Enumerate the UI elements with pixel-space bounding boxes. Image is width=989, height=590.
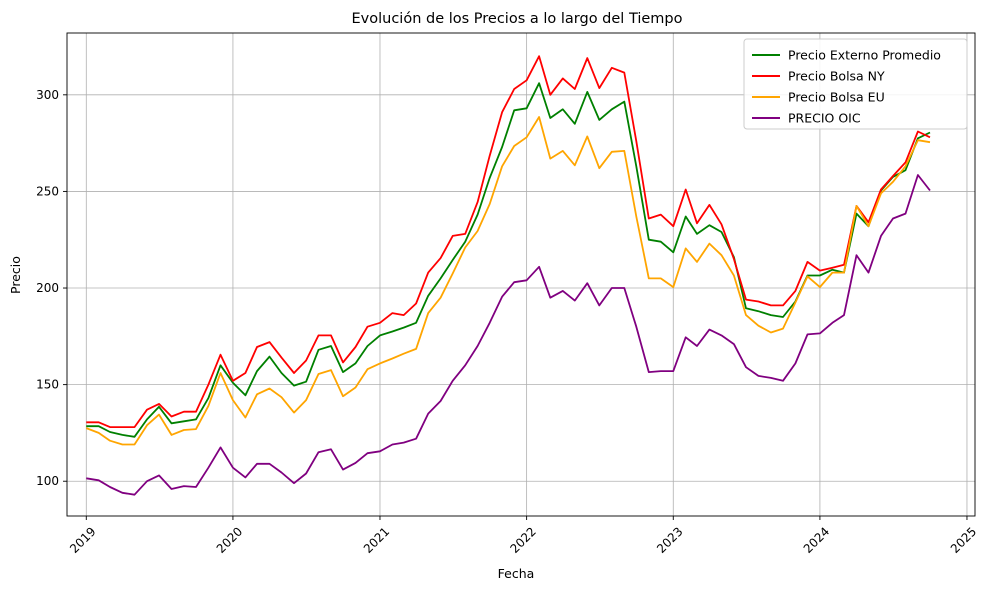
legend-label: PRECIO OIC <box>788 111 861 126</box>
x-axis-label: Fecha <box>498 566 535 581</box>
legend: Precio Externo Promedio Precio Bolsa NY Pr… <box>743 38 968 130</box>
y-tick-label: 250 <box>36 184 59 198</box>
x-tick-label: 2022 <box>507 524 538 555</box>
legend-label: Precio Bolsa NY <box>788 69 885 84</box>
chart-title: Evolución de los Precios a lo largo del … <box>351 11 682 27</box>
legend-label: Precio Externo Promedio <box>788 48 941 63</box>
y-tick-label: 150 <box>36 378 59 392</box>
x-tick-label: 2019 <box>67 524 98 555</box>
x-tick-label: 2020 <box>214 524 245 555</box>
y-tick-label: 100 <box>36 474 59 488</box>
legend-label: Precio Bolsa EU <box>788 90 885 105</box>
y-tick-label: 200 <box>36 281 59 295</box>
y-tick-label: 300 <box>36 88 59 102</box>
legend-box <box>743 38 968 130</box>
series-layer <box>85 55 931 496</box>
x-tick-label: 2024 <box>801 524 832 555</box>
y-axis-label: Precio <box>8 256 23 294</box>
series-line-3 <box>85 116 931 446</box>
series-line-2 <box>86 55 931 429</box>
x-tick-label: 2021 <box>361 524 392 555</box>
plot-area-frame <box>66 32 976 517</box>
series-line-1 <box>86 82 931 438</box>
x-tick-label: 2025 <box>948 524 979 555</box>
series-line-4 <box>86 174 931 496</box>
x-tick-label: 2023 <box>654 524 685 555</box>
